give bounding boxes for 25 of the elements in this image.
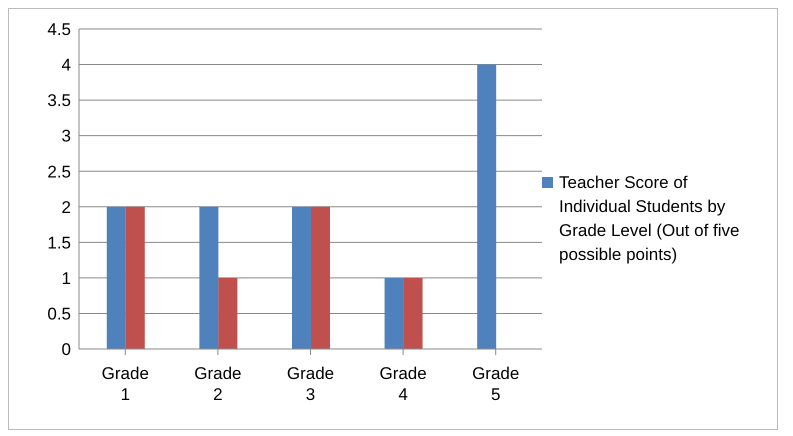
bar bbox=[218, 278, 238, 349]
x-tick-label: Grade 1 bbox=[102, 364, 149, 404]
x-tick-label: Grade 4 bbox=[379, 364, 427, 404]
bar bbox=[199, 206, 218, 349]
y-tick-label: 3 bbox=[62, 126, 71, 146]
y-tick-label: 1.5 bbox=[47, 233, 71, 252]
x-tick-label: Grade 3 bbox=[286, 364, 334, 404]
legend-label: Teacher Score of Individual Students by Grade Level (Out of five possible points) bbox=[559, 172, 740, 266]
bar bbox=[126, 206, 145, 349]
x-tick-label: Grade 5 bbox=[472, 364, 520, 404]
y-tick-label: 4.5 bbox=[47, 20, 71, 40]
bar bbox=[106, 206, 126, 349]
x-tick-label: Grade 2 bbox=[194, 364, 242, 404]
bar bbox=[404, 278, 423, 349]
y-tick-label: 2.5 bbox=[47, 162, 71, 182]
y-tick-label: 0 bbox=[62, 340, 71, 360]
bar bbox=[292, 206, 311, 349]
y-tick-label: 3.5 bbox=[47, 91, 71, 110]
bar bbox=[384, 278, 404, 349]
y-tick-label: 2 bbox=[62, 198, 71, 217]
bar bbox=[310, 206, 330, 349]
y-tick-label: 0.5 bbox=[47, 304, 71, 324]
y-tick-label: 4 bbox=[62, 56, 71, 75]
bar bbox=[477, 64, 496, 349]
y-tick-label: 1 bbox=[62, 268, 71, 288]
